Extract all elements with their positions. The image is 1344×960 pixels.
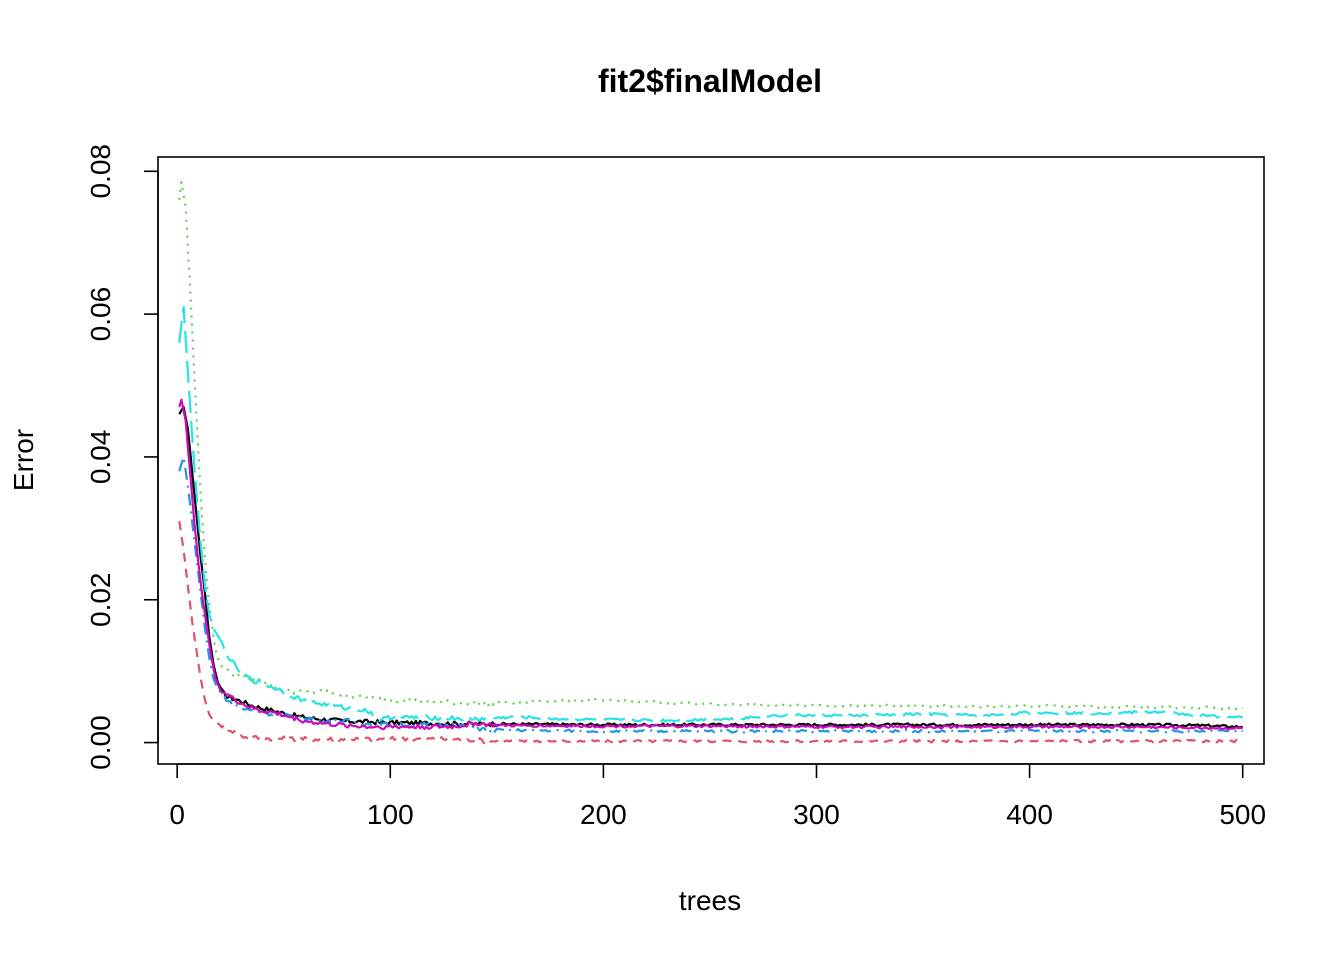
plot-frame [157, 156, 1265, 765]
series-layer [178, 180, 1244, 745]
x-tick-label: 200 [580, 799, 627, 830]
y-tick-label: 0.00 [85, 715, 116, 770]
x-tick-label: 300 [793, 799, 840, 830]
x-axis-label: trees [679, 885, 741, 916]
x-tick-label: 400 [1006, 799, 1053, 830]
series-line-class-5 [178, 305, 1244, 723]
x-tick-label: 500 [1219, 799, 1266, 830]
chart-title: fit2$finalModel [598, 63, 822, 99]
series-line-class-3 [178, 180, 1244, 711]
y-axis-label: Error [8, 429, 39, 491]
y-tick-label: 0.08 [85, 144, 116, 199]
y-tick-label: 0.06 [85, 287, 116, 342]
x-tick-label: 0 [169, 799, 185, 830]
y-tick-label: 0.02 [85, 573, 116, 628]
x-tick-label: 100 [367, 799, 414, 830]
series-line-class-2 [178, 521, 1244, 745]
series-line-class-4 [178, 455, 1244, 734]
series-line-oob [178, 405, 1243, 729]
y-tick-label: 0.04 [85, 430, 116, 485]
series-line-class-6 [178, 398, 1243, 731]
